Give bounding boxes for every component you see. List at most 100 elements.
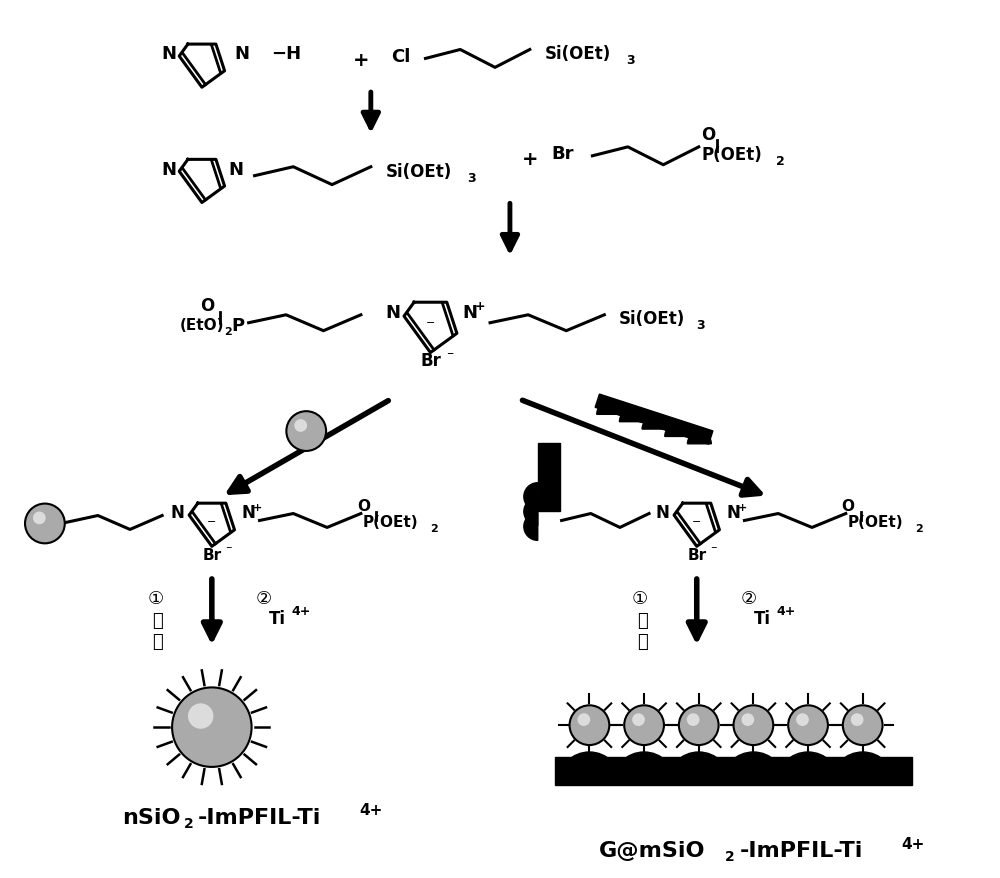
Text: N: N [234,46,249,63]
Wedge shape [524,498,538,526]
Wedge shape [524,513,538,541]
Text: N: N [727,503,740,521]
Text: -ImPFIL-Ti: -ImPFIL-Ti [198,807,321,827]
Circle shape [172,687,252,767]
Wedge shape [667,752,731,784]
Text: 4+: 4+ [776,605,796,618]
Text: ⁻: ⁻ [710,543,717,556]
Text: N: N [170,503,184,521]
Text: O: O [841,499,854,514]
Text: 4+: 4+ [901,836,925,851]
Text: 2: 2 [725,849,734,863]
Text: Si(OEt): Si(OEt) [386,162,452,181]
Text: Br: Br [687,547,706,562]
Circle shape [796,714,809,726]
Circle shape [687,714,700,726]
Text: 3: 3 [696,319,704,332]
Wedge shape [597,403,621,414]
Text: N: N [162,46,177,63]
Wedge shape [687,432,711,444]
Text: 3: 3 [467,172,476,185]
Text: O: O [357,499,370,514]
Wedge shape [619,410,643,422]
Text: +: + [475,300,485,313]
Circle shape [632,714,645,726]
Text: ①: ① [632,589,648,608]
Circle shape [188,703,213,729]
Circle shape [788,706,828,745]
Circle shape [734,706,773,745]
Wedge shape [524,483,538,511]
Circle shape [294,420,307,432]
Bar [538,443,560,511]
Text: 4+: 4+ [359,802,382,817]
Wedge shape [722,752,785,784]
Text: N: N [242,503,256,521]
Text: N: N [655,503,669,521]
Text: nSiO: nSiO [122,807,181,827]
Text: Br: Br [551,145,574,162]
Text: 化: 化 [637,632,647,650]
Text: −: − [426,318,435,328]
Circle shape [570,706,609,745]
Text: +: + [353,51,369,70]
Text: −H: −H [271,46,302,63]
Wedge shape [831,752,894,784]
Text: ①: ① [147,589,163,608]
Text: Si(OEt): Si(OEt) [545,46,611,63]
Text: Br: Br [420,351,441,369]
Text: 2: 2 [184,816,194,830]
Text: 酸: 酸 [637,611,647,630]
Text: Si(OEt): Si(OEt) [619,309,685,327]
Text: Br: Br [202,547,221,562]
Wedge shape [642,418,666,429]
Text: N: N [162,161,177,178]
Wedge shape [558,752,621,784]
Text: -ImPFIL-Ti: -ImPFIL-Ti [739,840,863,860]
Text: 化: 化 [152,632,163,650]
Text: O: O [702,126,716,144]
Text: O: O [200,297,214,314]
Text: N: N [463,304,478,321]
Circle shape [851,714,863,726]
Wedge shape [776,752,840,784]
Text: 2: 2 [430,524,438,534]
Text: ⁻: ⁻ [446,349,453,362]
Text: N: N [385,304,400,321]
Circle shape [624,706,664,745]
Circle shape [286,412,326,451]
Text: +: + [522,150,538,169]
Text: +: + [253,502,262,512]
Text: P(OEt): P(OEt) [702,146,762,163]
Text: Cl: Cl [391,48,410,67]
Text: −: − [207,516,217,526]
Text: N: N [228,161,243,178]
Polygon shape [595,394,713,444]
Circle shape [578,714,590,726]
Circle shape [25,504,65,543]
Text: ②: ② [740,589,756,608]
Circle shape [843,706,883,745]
Text: 2: 2 [915,524,923,534]
Text: −: − [692,516,701,526]
Text: P(OEt): P(OEt) [848,515,903,529]
Text: +: + [738,502,747,512]
Circle shape [33,512,46,525]
Bar [555,757,912,785]
Text: 酸: 酸 [152,611,163,630]
Wedge shape [612,752,676,784]
Text: G@mSiO: G@mSiO [599,840,706,860]
Text: P: P [232,316,245,335]
Text: 4+: 4+ [291,605,311,618]
Circle shape [741,714,754,726]
Text: ⁻: ⁻ [225,543,232,556]
Text: 2: 2 [776,155,785,168]
Text: P(OEt): P(OEt) [363,515,418,529]
Text: 2: 2 [224,327,232,336]
Text: Ti: Ti [268,609,285,627]
Text: (EtO): (EtO) [180,318,225,333]
Text: 3: 3 [626,54,635,67]
Text: Ti: Ti [753,609,770,627]
Text: ②: ② [255,589,272,608]
Wedge shape [665,425,689,437]
